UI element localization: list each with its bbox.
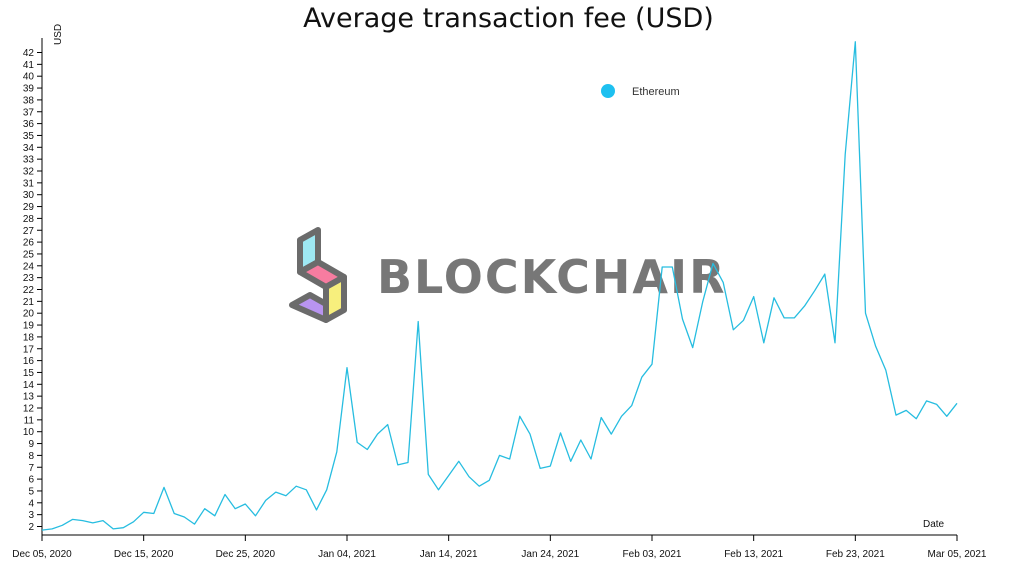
y-tick-label: 21 xyxy=(23,297,35,308)
y-tick-label: 29 xyxy=(23,202,35,213)
y-tick-label: 42 xyxy=(23,48,35,59)
y-tick-label: 25 xyxy=(23,249,35,260)
y-tick-label: 11 xyxy=(24,415,35,426)
y-tick-label: 7 xyxy=(28,463,34,474)
y-tick-label: 16 xyxy=(23,356,35,367)
y-tick-label: 24 xyxy=(23,261,35,272)
y-tick-label: 28 xyxy=(23,214,35,225)
y-tick-label: 26 xyxy=(23,238,35,249)
y-tick-label: 10 xyxy=(23,427,35,438)
y-tick-label: 41 xyxy=(23,60,35,71)
x-tick-label: Jan 24, 2021 xyxy=(521,549,579,560)
y-tick-label: 6 xyxy=(28,475,34,486)
x-axis: Dec 05, 2020 Dec 15, 2020 Dec 25, 2020 Jan … xyxy=(12,534,987,560)
x-tick-label: Feb 23, 2021 xyxy=(826,549,885,560)
x-tick-label: Feb 13, 2021 xyxy=(724,549,783,560)
blockchair-logo-icon xyxy=(289,227,347,323)
y-tick-label: 14 xyxy=(23,380,35,391)
y-tick-label: 34 xyxy=(23,143,35,154)
y-tick-label: 17 xyxy=(23,344,35,355)
x-tick-label: Jan 14, 2021 xyxy=(420,549,478,560)
y-tick-label: 15 xyxy=(23,368,35,379)
y-tick-label: 19 xyxy=(23,321,35,332)
legend-label-ethereum: Ethereum xyxy=(632,86,680,98)
blockchair-watermark: BLOCKCHAIR xyxy=(289,227,727,323)
y-tick-label: 20 xyxy=(23,309,35,320)
y-tick-label: 35 xyxy=(23,131,35,142)
series-line-ethereum xyxy=(41,41,958,531)
y-tick-label: 5 xyxy=(28,486,34,497)
y-tick-label: 27 xyxy=(23,226,35,237)
y-tick-label: 9 xyxy=(28,439,34,450)
x-tick-label: Jan 04, 2021 xyxy=(318,549,376,560)
x-tick-label: Dec 05, 2020 xyxy=(12,549,72,560)
y-tick-label: 18 xyxy=(23,332,35,343)
y-tick-label: 12 xyxy=(23,404,35,415)
y-tick-label: 31 xyxy=(23,178,35,189)
x-tick-label: Mar 05, 2021 xyxy=(928,549,987,560)
legend-marker-ethereum xyxy=(601,84,615,98)
watermark-text: BLOCKCHAIR xyxy=(377,250,727,304)
y-tick-label: 32 xyxy=(23,167,35,178)
y-tick-label: 33 xyxy=(23,155,35,166)
legend: Ethereum xyxy=(601,84,680,98)
y-tick-label: 36 xyxy=(23,119,35,130)
x-tick-label: Feb 03, 2021 xyxy=(623,549,682,560)
y-tick-label: 38 xyxy=(23,95,35,106)
chart-title: Average transaction fee (USD) xyxy=(303,3,714,34)
x-tick-label: Dec 15, 2020 xyxy=(114,549,174,560)
y-tick-label: 3 xyxy=(28,510,34,521)
y-tick-label: 40 xyxy=(23,72,35,83)
y-tick-label: 8 xyxy=(28,451,34,462)
y-tick-label: 39 xyxy=(23,84,35,95)
y-tick-label: 23 xyxy=(23,273,35,284)
x-axis-label: Date xyxy=(923,519,945,530)
y-tick-label: 2 xyxy=(28,522,34,533)
y-tick-label: 13 xyxy=(23,392,35,403)
y-axis: 2345678910111213141516171819202122232425… xyxy=(23,38,43,535)
y-axis-label: USD xyxy=(53,24,64,45)
x-tick-label: Dec 25, 2020 xyxy=(216,549,276,560)
y-tick-label: 37 xyxy=(23,107,35,118)
y-tick-label: 4 xyxy=(28,498,34,509)
y-tick-label: 30 xyxy=(23,190,35,201)
y-tick-label: 22 xyxy=(23,285,35,296)
